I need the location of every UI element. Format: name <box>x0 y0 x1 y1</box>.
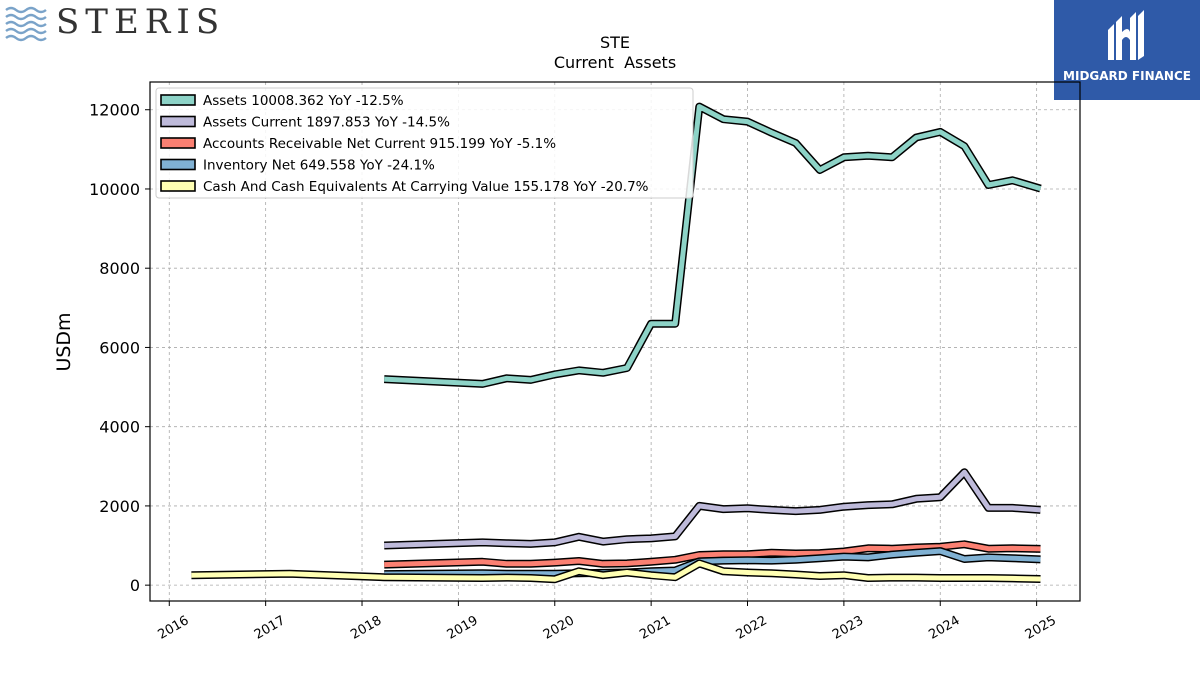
legend-entry: Assets Current 1897.853 YoY -14.5% <box>203 115 450 131</box>
y-axis-label: USDm <box>53 312 75 371</box>
x-tick-label: 2016 <box>155 613 191 643</box>
series-layer <box>191 102 1042 584</box>
plot-frame <box>149 81 1081 602</box>
legend-box <box>155 87 694 199</box>
y-tick-label: 10000 <box>89 180 140 199</box>
series-line <box>384 469 1041 548</box>
steris-logo-text: STERIS <box>56 2 226 42</box>
x-tick-label: 2018 <box>348 613 384 643</box>
legend-swatch <box>160 115 196 128</box>
series-inventory-net <box>384 547 1041 579</box>
x-tick-label: 2021 <box>637 613 673 643</box>
series-assets <box>384 102 1042 388</box>
chart-title: STE <box>600 33 630 52</box>
x-tick-label: 2020 <box>541 613 577 643</box>
legend-swatch <box>160 94 196 106</box>
legend-entry: Cash And Cash Equivalents At Carrying Va… <box>203 179 649 195</box>
series-accounts-receivable-net-current <box>384 540 1041 569</box>
x-axis: 2016 2017 2018 2019 2020 2021 2022 2023 2024 2025 <box>155 601 1059 643</box>
midgard-finance-logo: MIDGARD FINANCE <box>1054 0 1200 100</box>
legend-swatch <box>160 158 196 171</box>
legend-entry: Assets 10008.362 YoY -12.5% <box>203 93 404 109</box>
legend-swatch <box>160 180 196 192</box>
legend-entry: Accounts Receivable Net Current 915.199 … <box>203 136 556 152</box>
y-tick-label: 0 <box>130 576 140 595</box>
midgard-mark-icon <box>1108 10 1144 60</box>
x-tick-label: 2019 <box>445 613 481 643</box>
x-tick-label: 2017 <box>252 613 288 643</box>
y-tick-label: 2000 <box>99 497 140 516</box>
x-tick-label: 2025 <box>1023 613 1059 643</box>
x-tick-label: 2023 <box>830 613 866 643</box>
legend: Assets 10008.362 YoY -12.5% Assets Curren… <box>155 87 694 199</box>
midgard-logo-text: MIDGARD FINANCE <box>1063 69 1191 83</box>
steris-waves-icon <box>5 6 47 42</box>
series-line <box>384 104 1042 387</box>
legend-swatch <box>160 137 196 149</box>
legend-entry: Inventory Net 649.558 YoY -24.1% <box>203 158 435 174</box>
series-line <box>191 560 1041 582</box>
y-tick-label: 6000 <box>99 338 140 357</box>
x-tick-label: 2024 <box>926 613 962 643</box>
y-tick-label: 12000 <box>89 101 140 120</box>
y-tick-label: 4000 <box>99 418 140 437</box>
series-assets-current <box>384 468 1041 550</box>
chart-subtitle: Current Assets <box>554 53 676 72</box>
y-axis: 0 2000 4000 6000 8000 10000 12000 <box>89 101 150 595</box>
series-line <box>384 541 1041 568</box>
y-tick-label: 8000 <box>99 259 140 278</box>
series-cash-and-cash-equivalents-at-carrying-value <box>191 559 1041 584</box>
series-line <box>384 548 1041 577</box>
x-tick-label: 2022 <box>734 613 770 643</box>
